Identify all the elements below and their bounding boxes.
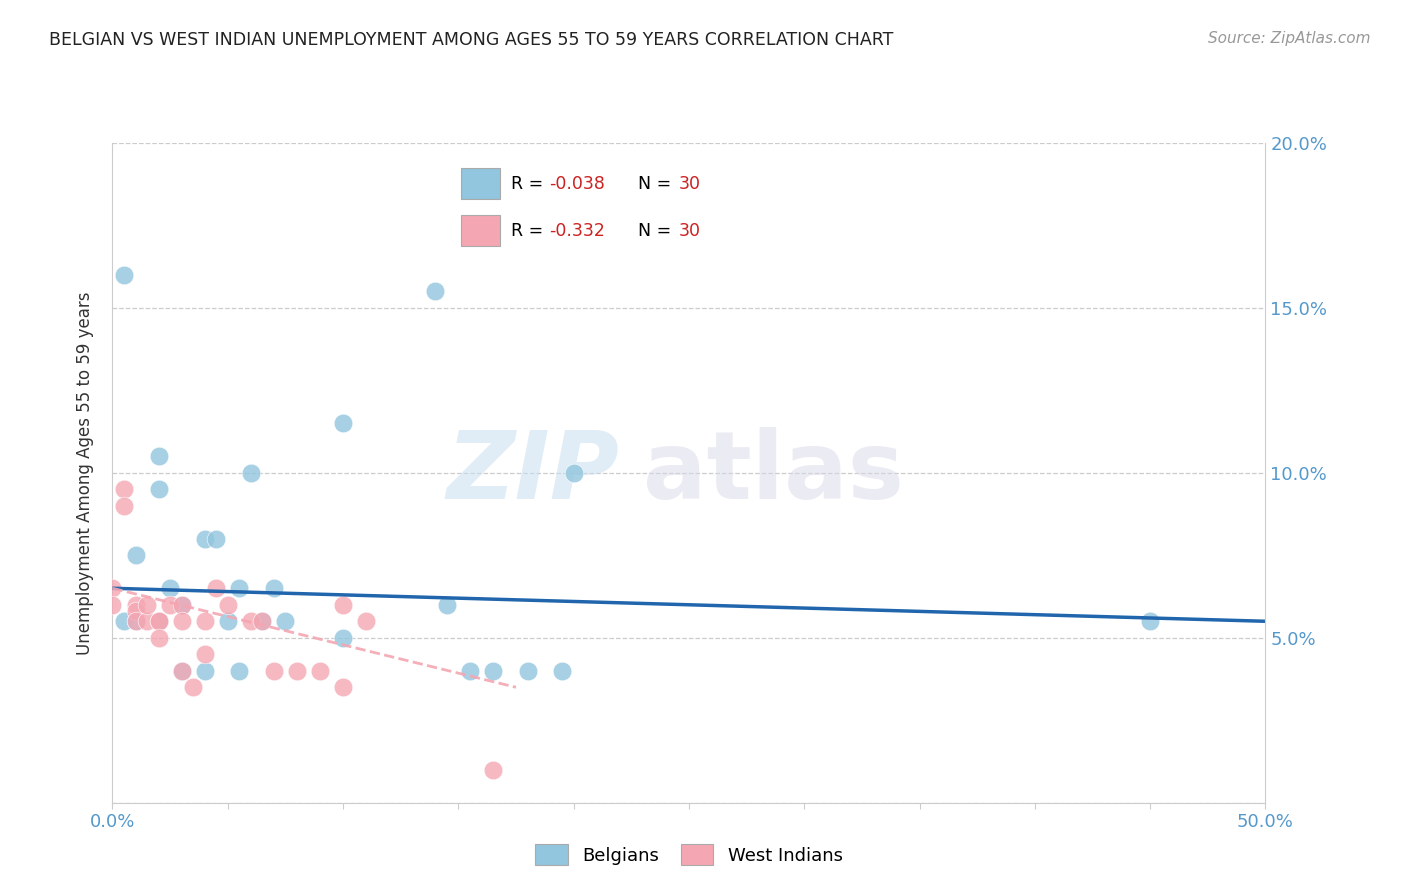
Text: atlas: atlas: [643, 426, 904, 519]
Point: [332, 417, 354, 431]
Point: [124, 598, 146, 612]
Point: [148, 614, 170, 628]
Text: BELGIAN VS WEST INDIAN UNEMPLOYMENT AMONG AGES 55 TO 59 YEARS CORRELATION CHART: BELGIAN VS WEST INDIAN UNEMPLOYMENT AMON…: [49, 31, 894, 49]
Point: [252, 614, 274, 628]
Point: [516, 664, 538, 678]
Point: [309, 664, 332, 678]
Point: [263, 664, 285, 678]
Text: Source: ZipAtlas.com: Source: ZipAtlas.com: [1208, 31, 1371, 46]
Point: [148, 614, 170, 628]
Point: [205, 532, 228, 546]
Point: [436, 598, 458, 612]
Point: [101, 598, 124, 612]
Text: ZIP: ZIP: [447, 426, 620, 519]
Point: [112, 499, 135, 513]
Point: [194, 532, 217, 546]
Point: [148, 450, 170, 464]
Point: [148, 614, 170, 628]
Point: [112, 268, 135, 282]
Point: [148, 631, 170, 645]
Point: [136, 614, 159, 628]
Point: [170, 664, 193, 678]
Point: [458, 664, 481, 678]
Point: [194, 664, 217, 678]
Point: [263, 582, 285, 596]
Point: [482, 664, 505, 678]
Point: [170, 598, 193, 612]
Point: [136, 598, 159, 612]
Point: [124, 614, 146, 628]
Point: [205, 582, 228, 596]
Point: [332, 598, 354, 612]
Point: [124, 548, 146, 563]
Legend: Belgians, West Indians: Belgians, West Indians: [520, 830, 858, 880]
Point: [354, 614, 377, 628]
Point: [551, 664, 574, 678]
Point: [159, 598, 181, 612]
Point: [101, 582, 124, 596]
Point: [194, 614, 217, 628]
Point: [228, 664, 250, 678]
Point: [228, 582, 250, 596]
Point: [285, 664, 308, 678]
Point: [239, 466, 262, 480]
Point: [148, 483, 170, 497]
Point: [217, 614, 239, 628]
Point: [124, 604, 146, 618]
Point: [274, 614, 297, 628]
Point: [332, 680, 354, 694]
Point: [170, 614, 193, 628]
Point: [332, 631, 354, 645]
Point: [252, 614, 274, 628]
Y-axis label: Unemployment Among Ages 55 to 59 years: Unemployment Among Ages 55 to 59 years: [76, 291, 94, 655]
Point: [217, 598, 239, 612]
Point: [159, 582, 181, 596]
Point: [181, 680, 204, 694]
Point: [170, 664, 193, 678]
Point: [239, 614, 262, 628]
Point: [1139, 614, 1161, 628]
Point: [562, 466, 585, 480]
Point: [482, 763, 505, 777]
Point: [170, 598, 193, 612]
Point: [112, 483, 135, 497]
Point: [194, 648, 217, 662]
Point: [112, 614, 135, 628]
Point: [425, 285, 447, 299]
Point: [124, 614, 146, 628]
